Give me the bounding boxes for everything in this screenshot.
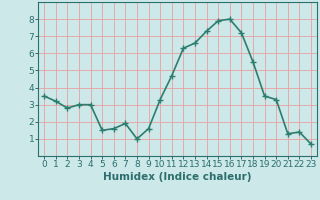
X-axis label: Humidex (Indice chaleur): Humidex (Indice chaleur) xyxy=(103,172,252,182)
